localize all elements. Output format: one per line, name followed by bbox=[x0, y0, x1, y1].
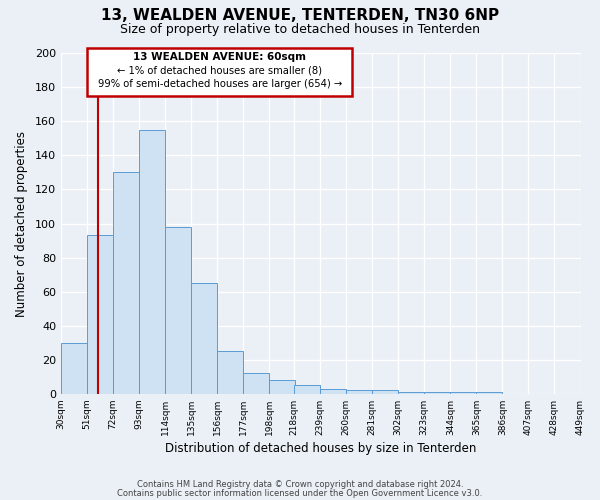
Text: Size of property relative to detached houses in Tenterden: Size of property relative to detached ho… bbox=[120, 22, 480, 36]
Text: 99% of semi-detached houses are larger (654) →: 99% of semi-detached houses are larger (… bbox=[98, 79, 342, 89]
Bar bbox=[191, 283, 217, 394]
Bar bbox=[476, 392, 502, 394]
Bar bbox=[243, 374, 269, 394]
Bar bbox=[217, 352, 243, 394]
Text: 13 WEALDEN AVENUE: 60sqm: 13 WEALDEN AVENUE: 60sqm bbox=[133, 52, 306, 62]
Bar bbox=[450, 392, 476, 394]
Bar bbox=[269, 380, 295, 394]
Bar bbox=[113, 172, 139, 394]
Bar bbox=[87, 236, 113, 394]
Bar bbox=[346, 390, 372, 394]
Bar bbox=[294, 386, 320, 394]
Text: 13, WEALDEN AVENUE, TENTERDEN, TN30 6NP: 13, WEALDEN AVENUE, TENTERDEN, TN30 6NP bbox=[101, 8, 499, 22]
Bar bbox=[61, 342, 87, 394]
Text: ← 1% of detached houses are smaller (8): ← 1% of detached houses are smaller (8) bbox=[117, 65, 322, 75]
Bar bbox=[372, 390, 398, 394]
Text: Contains public sector information licensed under the Open Government Licence v3: Contains public sector information licen… bbox=[118, 488, 482, 498]
Bar bbox=[139, 130, 165, 394]
Bar bbox=[165, 227, 191, 394]
Bar bbox=[424, 392, 450, 394]
Bar bbox=[320, 388, 346, 394]
FancyBboxPatch shape bbox=[87, 48, 352, 96]
X-axis label: Distribution of detached houses by size in Tenterden: Distribution of detached houses by size … bbox=[165, 442, 476, 455]
Y-axis label: Number of detached properties: Number of detached properties bbox=[15, 130, 28, 316]
Text: Contains HM Land Registry data © Crown copyright and database right 2024.: Contains HM Land Registry data © Crown c… bbox=[137, 480, 463, 489]
Bar bbox=[398, 392, 424, 394]
